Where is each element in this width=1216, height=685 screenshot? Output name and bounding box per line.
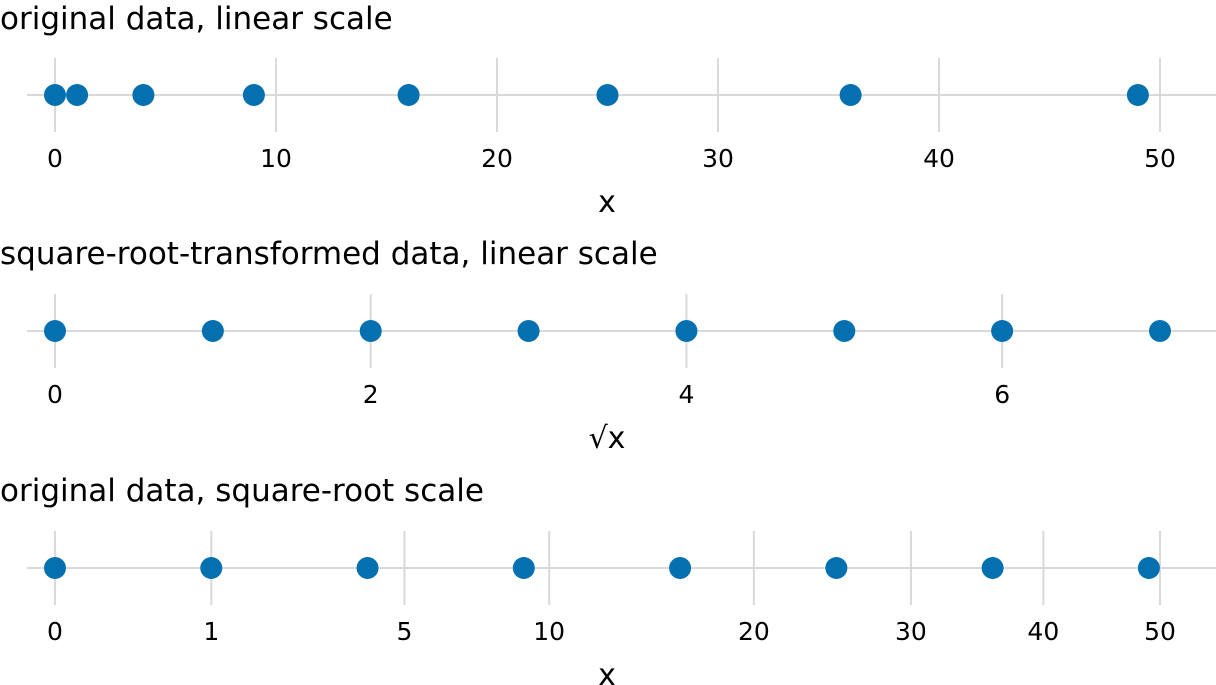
data-point	[839, 84, 862, 106]
tick-label: 0	[47, 617, 63, 646]
data-point	[981, 557, 1004, 579]
axis-label: x	[598, 185, 616, 220]
data-point	[201, 320, 224, 342]
data-point	[1126, 84, 1149, 106]
panel-title: original data, square-root scale	[0, 473, 484, 509]
tick-label: 6	[994, 380, 1010, 409]
tick-label: 20	[738, 617, 770, 646]
data-point	[825, 557, 848, 579]
data-point	[833, 320, 856, 342]
data-point	[596, 84, 619, 106]
tick-label: 50	[1144, 617, 1176, 646]
tick-label: 10	[260, 144, 292, 173]
axis-label: √x	[589, 421, 626, 456]
data-point	[1149, 320, 1171, 342]
data-point	[675, 320, 698, 342]
data-point	[669, 557, 692, 579]
data-point	[512, 557, 535, 579]
tick-label: 40	[1027, 617, 1059, 646]
tick-label: 30	[895, 617, 927, 646]
tick-label: 30	[702, 144, 734, 173]
data-point	[44, 320, 66, 342]
tick-label: 20	[481, 144, 513, 173]
tick-label: 0	[47, 380, 63, 409]
data-point	[359, 320, 382, 342]
panel-sqrt-scale: original data, square-root scale 0 1 5 10 20…	[0, 473, 1216, 685]
tick-label: 0	[47, 144, 63, 173]
data-point	[66, 84, 89, 106]
panel-sqrt-transformed: square-root-transformed data, linear sca…	[0, 236, 1216, 456]
tick-label: 10	[533, 617, 565, 646]
data-point	[242, 84, 265, 106]
tick-label: 40	[923, 144, 955, 173]
data-point	[44, 557, 66, 579]
tick-label: 50	[1144, 144, 1176, 173]
tick-label: 1	[203, 617, 219, 646]
tick-label: 4	[678, 380, 694, 409]
data-point	[517, 320, 540, 342]
panel-title: original data, linear scale	[0, 1, 393, 37]
data-point	[200, 557, 223, 579]
panel-linear: original data, linear scale 0 10 20 30 40 50 x	[0, 1, 1216, 220]
tick-label: 2	[363, 380, 379, 409]
data-point	[44, 84, 66, 106]
axis-label: x	[598, 658, 616, 685]
panel-title: square-root-transformed data, linear sca…	[0, 236, 658, 272]
data-point	[1137, 557, 1160, 579]
data-point	[356, 557, 379, 579]
data-point	[397, 84, 420, 106]
data-point	[991, 320, 1014, 342]
tick-label: 5	[396, 617, 412, 646]
data-point	[132, 84, 155, 106]
